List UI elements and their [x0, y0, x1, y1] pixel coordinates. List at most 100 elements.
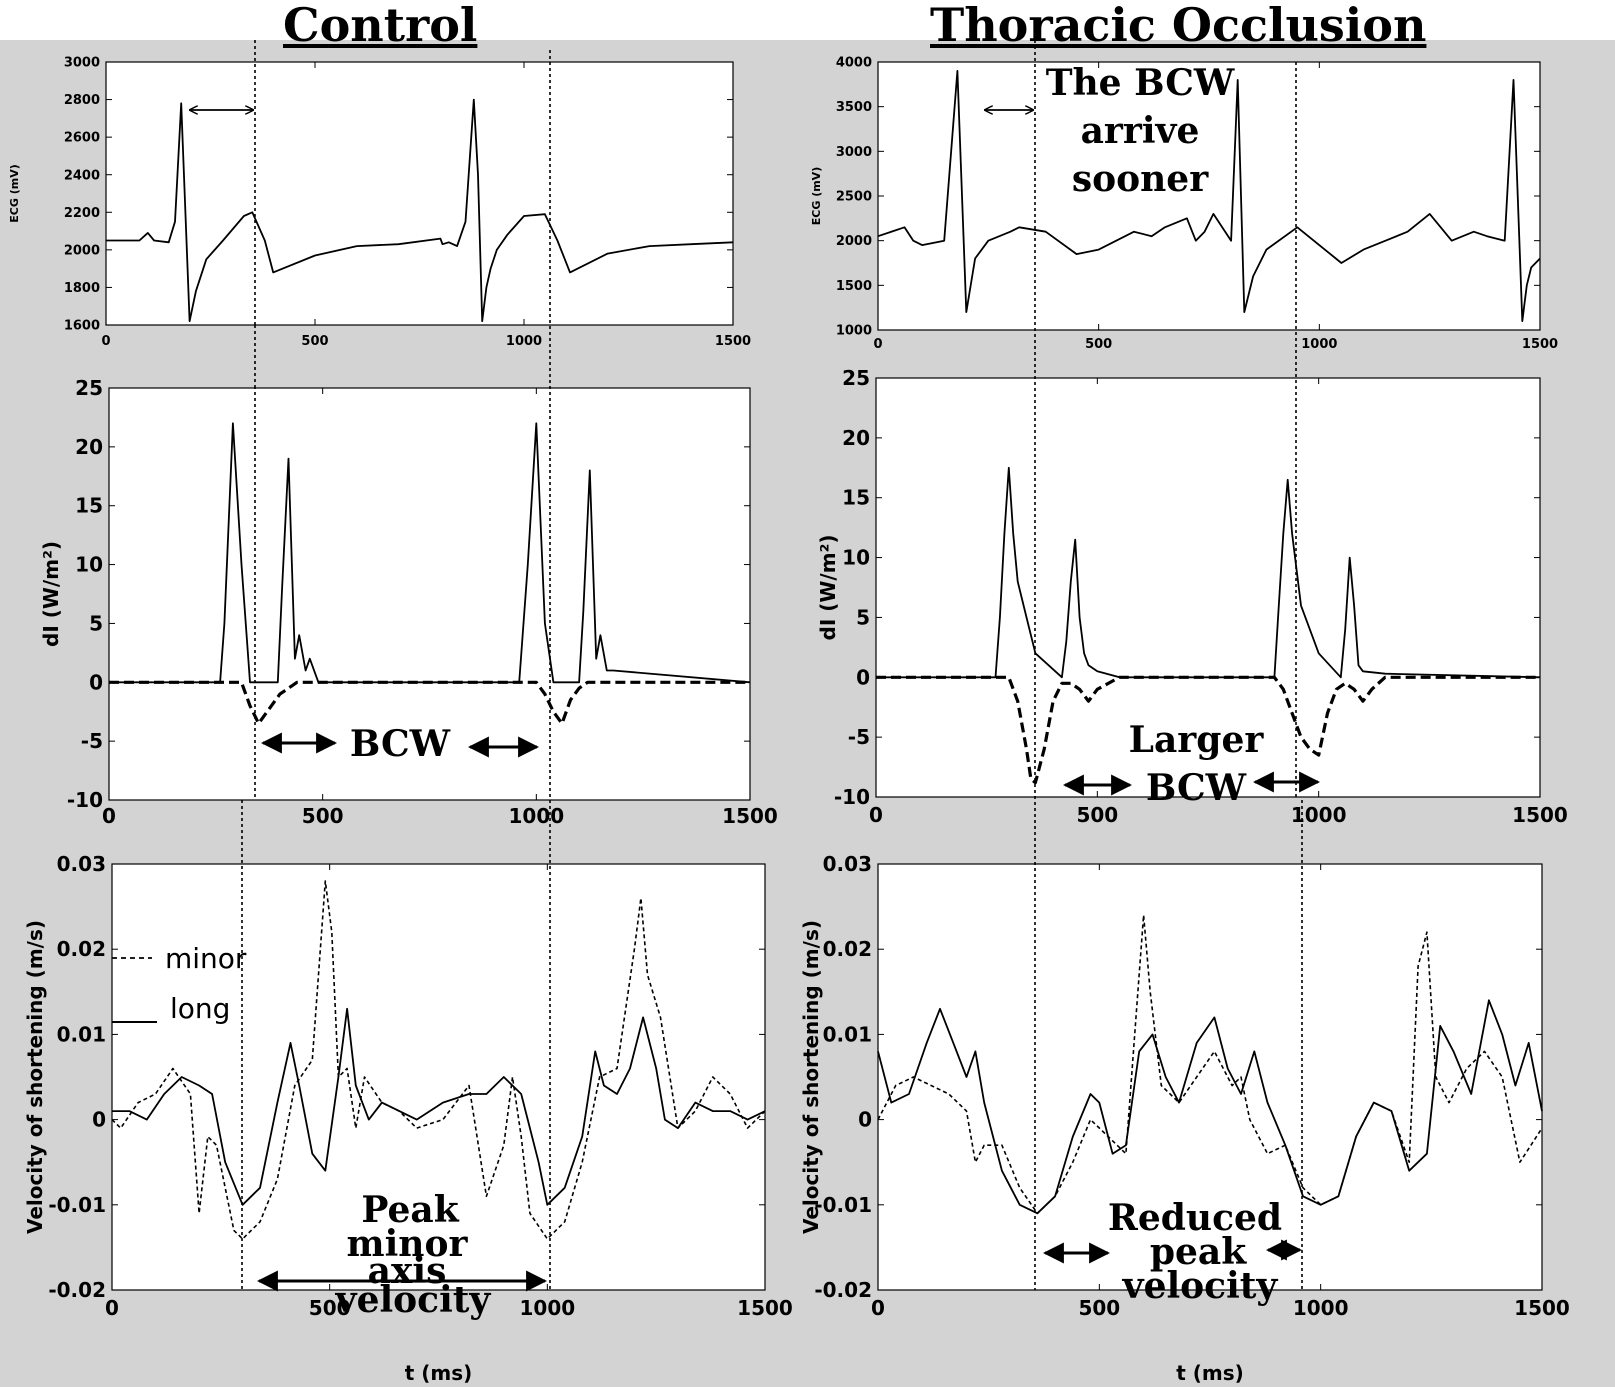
y-tick-label: 10 [75, 553, 103, 577]
thoracic-di-series-dashed-line [876, 675, 1540, 785]
y-tick-label: 1000 [836, 324, 872, 339]
x-tick-label: 1500 [1512, 803, 1568, 827]
reduced-label-line-1: Reduced [1108, 1197, 1282, 1239]
y-tick-label: 2500 [836, 190, 872, 205]
x-tick-label: 1500 [715, 334, 751, 349]
y-tick-label: 10 [842, 546, 870, 570]
y-tick-label: 5 [856, 605, 870, 629]
reduced-label-line-2: peak [1150, 1231, 1247, 1273]
y-tick-label: 0.03 [823, 852, 872, 876]
x-tick-label: 1000 [1293, 1296, 1349, 1320]
y-tick-label: 0 [858, 1108, 872, 1132]
y-tick-label: -10 [67, 788, 103, 812]
thoracic-velocity-plot-area [877, 863, 1543, 1291]
y-tick-label: 0.03 [57, 852, 106, 876]
x-tick-label: 1500 [1514, 1296, 1570, 1320]
control-bcw-label: BCW [350, 723, 451, 765]
y-tick-label: 2000 [836, 234, 872, 249]
y-tick-label: -0.02 [48, 1278, 106, 1302]
y-tick-label: 0 [856, 665, 870, 689]
y-tick-label: 25 [75, 376, 103, 400]
y-tick-label: 1800 [64, 281, 100, 296]
y-tick-label: 0 [92, 1108, 106, 1132]
control-title: Control [283, 0, 478, 52]
y-tick-label: 0.01 [823, 1022, 872, 1046]
arrive-sooner-line-2: arrive [1081, 110, 1200, 152]
y-tick-label: 20 [842, 426, 870, 450]
y-tick-label: 2600 [64, 131, 100, 146]
y-tick-label: -10 [834, 785, 870, 809]
y-tick-label: 2400 [64, 168, 100, 183]
y-tick-label: 15 [75, 494, 103, 518]
y-tick-label: 0.01 [57, 1022, 106, 1046]
y-tick-label: 3000 [836, 145, 872, 160]
y-axis-label: ECG (mV) [8, 164, 21, 222]
x-tick-label: 500 [1085, 337, 1112, 352]
x-tick-label: 0 [873, 337, 882, 352]
y-axis-label: ECG (mV) [810, 167, 823, 225]
control-ecg-plot-area [105, 61, 734, 326]
y-tick-label: 2000 [64, 243, 100, 258]
x-axis-label: t (ms) [1176, 1361, 1244, 1385]
y-tick-label: -0.01 [48, 1193, 106, 1217]
y-tick-label: 25 [842, 366, 870, 390]
y-tick-label: -0.01 [814, 1193, 872, 1217]
legend-minor-label: minor [165, 942, 247, 975]
y-tick-label: 0.02 [823, 937, 872, 961]
x-tick-label: 1000 [1291, 803, 1347, 827]
y-tick-label: -5 [848, 725, 870, 749]
peak-label-line-1: Peak [361, 1189, 459, 1231]
thoracic-bcw-label: BCW [1146, 767, 1247, 809]
thoracic-ecg-panel: 0 500 1000 1500 1000 1500 2000 2500 3000 3500 4000… [810, 56, 1558, 352]
y-tick-label: 5 [89, 611, 103, 635]
x-tick-label: 1000 [506, 334, 542, 349]
x-tick-label: 0 [102, 804, 116, 828]
y-axis-label: dI (W/m²) [39, 541, 63, 647]
legend-long-label: long [170, 992, 230, 1025]
control-ecg-panel: 0 500 1000 1500 1600 1800 2000 2200 2400 2600 2800… [8, 56, 751, 349]
arrive-sooner-line-3: sooner [1072, 158, 1209, 200]
x-tick-label: 500 [1076, 803, 1118, 827]
y-tick-label: 0 [89, 670, 103, 694]
y-axis-label: dI (W/m²) [816, 535, 840, 641]
x-tick-label: 1500 [1522, 337, 1558, 352]
thoracic-di-plot-area [875, 377, 1541, 798]
x-tick-label: 1000 [1301, 337, 1337, 352]
thoracic-ecg-plot-area [877, 61, 1541, 331]
y-tick-label: 1600 [64, 319, 100, 334]
x-tick-label: 0 [869, 803, 883, 827]
reduced-label-line-3: velocity [1122, 1265, 1279, 1307]
thoracic-di-series-solid-line [876, 466, 1541, 679]
x-tick-label: 500 [309, 1296, 351, 1320]
y-axis-label: Velocity of shortening (m/s) [23, 920, 47, 1234]
y-tick-label: 3000 [64, 56, 100, 71]
thoracic-velocity-series-minor-line [877, 914, 1543, 1215]
y-tick-label: 3500 [836, 100, 872, 115]
y-tick-label: 4000 [836, 56, 872, 71]
larger-label: Larger [1129, 719, 1265, 761]
control-velocity-plot-area [111, 863, 766, 1291]
y-tick-label: 0.02 [57, 937, 106, 961]
control-velocity-series-long-line [112, 1007, 766, 1206]
thoracic-ecg-series-solid-line [877, 70, 1541, 323]
peak-label-line-4: velocity [335, 1279, 492, 1321]
x-tick-label: 1000 [508, 804, 564, 828]
x-tick-label: 1000 [519, 1296, 575, 1320]
x-axis-label: t (ms) [405, 1361, 473, 1385]
arrive-sooner-line-1: The BCW [1046, 62, 1235, 104]
control-di-panel: 0 500 1000 1500 -10 -5 0 5 10 15 20 25 dI (W/m²) [39, 376, 778, 828]
thoracic-di-panel: 0 500 1000 1500 -10 -5 0 5 10 15 20 25 dI (W/m²) [816, 366, 1568, 827]
y-tick-label: -0.02 [814, 1278, 872, 1302]
control-velocity-panel: 0 500 1000 1500 -0.02 -0.01 0 0.01 0.02 0.03 Veloc… [23, 852, 793, 1385]
x-tick-label: 1500 [722, 804, 778, 828]
y-tick-label: -5 [81, 729, 103, 753]
y-axis-label: Velocity of shortening (m/s) [799, 920, 823, 1234]
control-ecg-series-solid-line [106, 98, 734, 323]
thoracic-occlusion-title: Thoracic Occlusion [930, 0, 1427, 52]
x-tick-label: 0 [871, 1296, 885, 1320]
x-tick-label: 500 [302, 804, 344, 828]
control-di-plot-area [108, 387, 751, 801]
y-tick-label: 15 [842, 486, 870, 510]
